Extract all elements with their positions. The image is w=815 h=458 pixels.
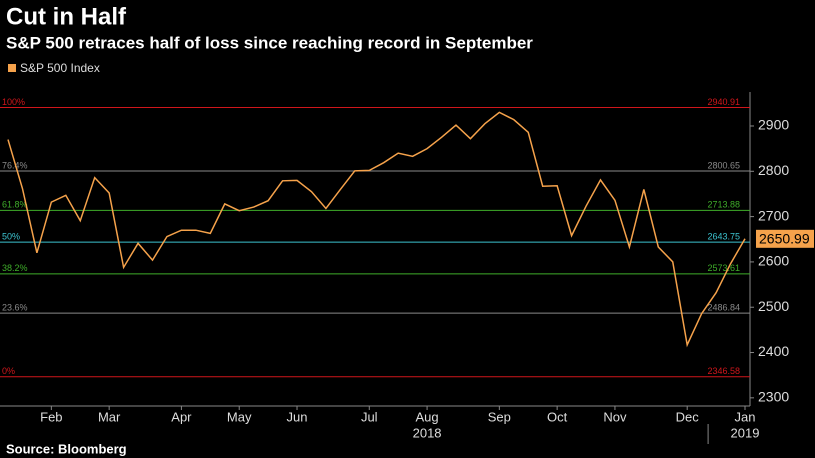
y-tick-label: 2600	[758, 253, 789, 269]
x-tick-label: Feb	[40, 409, 62, 424]
year-label: 2019	[731, 425, 760, 440]
x-tick-label: Aug	[416, 409, 439, 424]
x-tick-label: Mar	[98, 409, 121, 424]
x-tick-label: Jun	[287, 409, 308, 424]
level-value: 2713.88	[707, 200, 740, 210]
x-tick-label: Apr	[171, 409, 192, 424]
x-tick-label: May	[227, 409, 252, 424]
legend-swatch	[8, 64, 16, 72]
level-label: 50%	[2, 231, 20, 241]
level-value: 2573.61	[707, 263, 740, 273]
level-value: 2346.58	[707, 366, 740, 376]
y-tick-label: 2900	[758, 117, 789, 133]
level-value: 2940.91	[707, 97, 740, 107]
source: Source: Bloomberg	[6, 441, 127, 456]
last-value-box	[756, 229, 814, 248]
level-label: 23.6%	[2, 303, 28, 313]
year-label: 2018	[413, 425, 442, 440]
last-value-label: 2650.99	[759, 231, 810, 247]
level-value: 2800.65	[707, 160, 740, 170]
x-tick-label: Oct	[547, 409, 568, 424]
level-label: 61.8%	[2, 200, 28, 210]
chart-subtitle: S&P 500 retraces half of loss since reac…	[6, 33, 533, 52]
legend-label: S&P 500 Index	[20, 61, 100, 75]
price-line	[7, 111, 746, 348]
y-tick-label: 2500	[758, 298, 789, 314]
x-tick-label: Sep	[488, 409, 511, 424]
level-value: 2643.75	[707, 231, 740, 241]
chart-title: Cut in Half	[6, 3, 127, 30]
level-label: 100%	[2, 97, 25, 107]
y-tick-label: 2700	[758, 207, 789, 223]
x-tick-label: Jan	[735, 409, 756, 424]
y-tick-label: 2800	[758, 162, 789, 178]
y-tick-label: 2300	[758, 389, 789, 405]
level-label: 38.2%	[2, 263, 28, 273]
level-label: 76.4%	[2, 160, 28, 170]
x-tick-label: Dec	[676, 409, 700, 424]
x-tick-label: Nov	[603, 409, 627, 424]
level-label: 0%	[2, 366, 15, 376]
y-tick-label: 2400	[758, 343, 789, 359]
x-tick-label: Jul	[361, 409, 378, 424]
level-value: 2486.84	[707, 303, 740, 313]
